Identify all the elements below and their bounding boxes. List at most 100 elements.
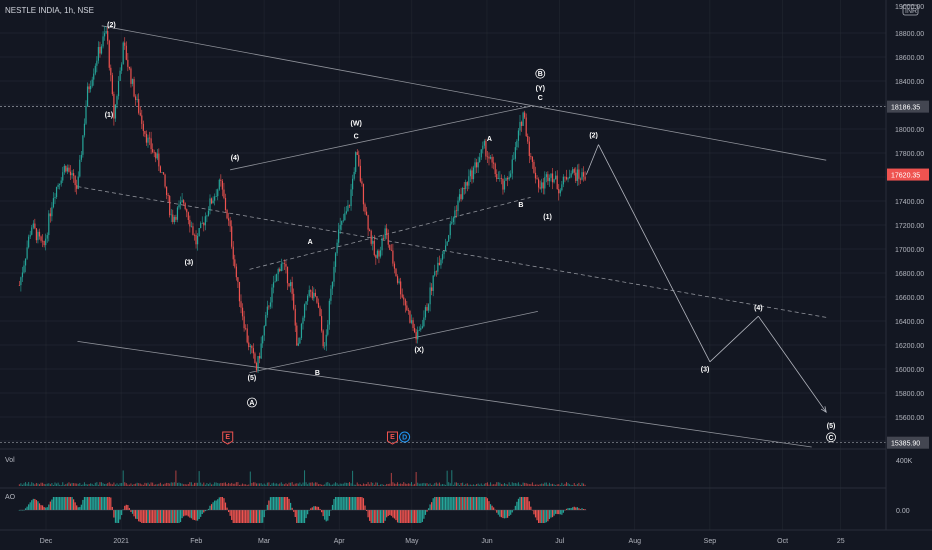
candle-body — [91, 79, 93, 86]
volume-bar — [432, 484, 434, 486]
candle-body — [38, 231, 41, 237]
candle-body — [502, 178, 504, 190]
volume-bar — [418, 483, 420, 486]
volume-bar — [443, 484, 445, 486]
volume-bar — [206, 482, 208, 486]
volume-bar — [576, 483, 578, 486]
ao-bar — [170, 510, 172, 523]
candle-body — [579, 178, 582, 180]
ao-bar — [527, 497, 529, 510]
volume-bar — [524, 482, 526, 486]
volume-bars — [18, 470, 586, 486]
candle-body — [556, 175, 558, 189]
volume-bar — [476, 483, 478, 486]
ao-bar — [567, 508, 569, 510]
volume-bar — [248, 484, 250, 486]
ao-bar — [183, 510, 185, 517]
ao-bar — [20, 510, 22, 511]
currency-badge[interactable]: INR — [902, 4, 919, 16]
candle-body — [52, 198, 55, 208]
time-tick-label: 2021 — [113, 538, 129, 545]
volume-bar — [434, 483, 436, 486]
volume-bar — [496, 482, 498, 486]
volume-bar — [90, 483, 92, 486]
ao-bar — [477, 497, 479, 510]
candle-body — [285, 263, 287, 267]
ao-bar — [181, 510, 183, 519]
volume-bar — [71, 482, 73, 486]
volume-bar — [395, 483, 397, 486]
volume-bar — [149, 484, 151, 486]
candle-body — [350, 189, 352, 207]
ao-bar — [584, 509, 586, 510]
ao-bar — [196, 510, 199, 521]
ao-bar — [83, 497, 86, 510]
volume-bar — [223, 482, 225, 486]
volume-bar — [268, 482, 270, 486]
volume-bar — [192, 484, 194, 486]
volume-bar — [257, 483, 259, 486]
ao-bar — [63, 497, 65, 510]
ao-bar — [189, 510, 191, 518]
volume-bar — [254, 482, 256, 486]
volume-bar — [259, 483, 261, 486]
candle-body — [427, 304, 430, 311]
volume-bar — [164, 483, 166, 486]
volume-bar — [228, 482, 230, 486]
candle-body — [204, 216, 206, 226]
candle-body — [480, 149, 482, 158]
wave-labels: (2) (1) (4) (3) (5) A A B (W) C (X) A B (1) B (Y) C (2) (3… — [105, 22, 836, 443]
candle-body — [192, 226, 194, 235]
volume-bar — [162, 484, 164, 486]
ao-bar — [243, 510, 245, 523]
price-tick-label: 18000.00 — [895, 127, 924, 134]
candle-body — [105, 31, 107, 34]
wave-label: (2) — [589, 132, 598, 139]
candle-body — [45, 238, 47, 246]
ao-bar — [496, 510, 498, 513]
volume-bar — [412, 484, 414, 486]
ao-bar — [317, 506, 320, 510]
price-tick-label: 17400.00 — [895, 199, 924, 206]
candle-body — [418, 329, 420, 331]
volume-bar — [356, 482, 358, 486]
ao-bar — [26, 506, 28, 510]
ao-bar — [375, 510, 377, 523]
ao-bar — [215, 500, 217, 510]
ao-bar — [214, 500, 216, 510]
candle-body — [390, 249, 392, 251]
ao-bar — [413, 510, 416, 523]
candle-body — [283, 263, 285, 264]
ao-bar — [294, 510, 296, 518]
candle-body — [291, 282, 293, 294]
ao-bar — [387, 510, 389, 516]
ao-bar — [291, 507, 293, 510]
candle-body — [93, 73, 95, 80]
wave-label: (5) — [248, 375, 257, 382]
candle-body — [57, 184, 59, 187]
price-scale-ticks[interactable]: 18800.0018600.0018400.0018200.0018000.00… — [895, 31, 924, 446]
volume-bar — [198, 471, 200, 486]
candle-body — [224, 197, 227, 211]
time-scale-ticks[interactable]: Dec 2021 Feb Mar Apr May Jun Jul Aug Sep Oct 25 — [40, 538, 845, 545]
candle-body — [183, 200, 185, 204]
candle-body — [97, 46, 99, 61]
candle-body — [139, 112, 141, 116]
ao-bar — [133, 510, 135, 517]
volume-bar — [45, 484, 47, 486]
volume-bar — [325, 482, 327, 486]
candle-body — [311, 291, 313, 299]
candle-body — [260, 343, 262, 359]
ao-bar — [536, 510, 538, 521]
ao-bar — [415, 510, 417, 523]
candle-body — [235, 266, 237, 278]
candle-body — [572, 169, 574, 174]
ao-bar — [38, 503, 41, 510]
candle-body — [167, 195, 169, 196]
ao-bar — [192, 510, 194, 520]
volume-bar — [550, 484, 552, 486]
ao-bar — [347, 497, 349, 510]
candle-body — [125, 45, 127, 60]
candle-body — [513, 158, 515, 160]
